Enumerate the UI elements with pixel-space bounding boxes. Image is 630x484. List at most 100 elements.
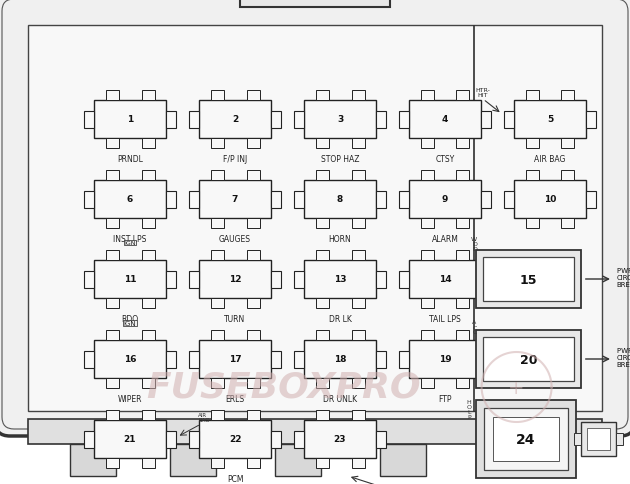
Bar <box>210 91 224 101</box>
Text: 24: 24 <box>516 432 535 446</box>
Bar <box>561 171 575 181</box>
FancyBboxPatch shape <box>2 0 628 429</box>
Text: 20: 20 <box>520 353 537 366</box>
Bar <box>525 219 539 228</box>
Text: GAUGES: GAUGES <box>219 235 251 243</box>
Bar <box>493 417 559 461</box>
Text: 14: 14 <box>438 275 451 284</box>
Bar <box>352 251 365 260</box>
Text: HORN: HORN <box>329 235 352 243</box>
Bar <box>210 410 224 420</box>
Bar <box>352 330 365 340</box>
Bar <box>189 431 199 448</box>
Bar <box>484 408 568 470</box>
Bar <box>166 351 176 368</box>
Bar <box>142 410 154 420</box>
Bar <box>409 260 481 298</box>
Text: INST LPS: INST LPS <box>113 235 147 243</box>
Bar <box>352 458 365 468</box>
Text: 9: 9 <box>442 195 448 204</box>
Text: 22: 22 <box>229 435 241 443</box>
Text: 4: 4 <box>442 115 448 124</box>
Bar <box>457 330 469 340</box>
Text: +: + <box>508 378 525 397</box>
Bar <box>457 139 469 149</box>
Bar <box>420 139 433 149</box>
Bar <box>105 458 118 468</box>
Text: FUSEBOXPRO: FUSEBOXPRO <box>146 370 421 404</box>
Bar <box>304 181 376 219</box>
Bar <box>352 378 365 388</box>
Bar <box>210 171 224 181</box>
Bar <box>525 171 539 181</box>
Bar <box>189 271 199 288</box>
Text: 11: 11 <box>123 275 136 284</box>
Bar <box>481 351 491 368</box>
Bar <box>199 420 271 458</box>
Bar <box>105 330 118 340</box>
Bar <box>376 431 386 448</box>
Bar <box>476 400 576 478</box>
Bar <box>376 191 386 208</box>
Bar <box>199 101 271 139</box>
Bar <box>271 271 281 288</box>
Bar <box>28 26 602 411</box>
Bar <box>399 111 409 128</box>
Bar <box>399 271 409 288</box>
Text: A
C
C: A C C <box>472 320 476 335</box>
Bar <box>199 181 271 219</box>
Bar <box>420 219 433 228</box>
Text: IGN: IGN <box>123 320 136 326</box>
Bar <box>409 181 481 219</box>
Bar <box>210 330 224 340</box>
Text: ALARM: ALARM <box>432 235 459 243</box>
Text: PRNDL: PRNDL <box>117 155 143 164</box>
Text: DR LK: DR LK <box>329 314 352 323</box>
Text: HTR-
HIT: HTR- HIT <box>476 88 490 98</box>
Text: STOP HAZ: STOP HAZ <box>321 155 359 164</box>
Bar <box>166 431 176 448</box>
Text: 3: 3 <box>337 115 343 124</box>
Text: 23: 23 <box>334 435 347 443</box>
Bar <box>316 410 328 420</box>
Bar <box>304 260 376 298</box>
Bar <box>294 191 304 208</box>
Bar <box>84 191 94 208</box>
Bar <box>352 91 365 101</box>
Bar <box>457 378 469 388</box>
Bar <box>481 271 491 288</box>
Bar <box>271 431 281 448</box>
Bar <box>304 340 376 378</box>
Bar <box>166 111 176 128</box>
Bar <box>84 111 94 128</box>
Text: 12: 12 <box>229 275 241 284</box>
Bar <box>189 191 199 208</box>
Bar <box>271 191 281 208</box>
Bar <box>514 101 586 139</box>
Bar <box>525 91 539 101</box>
Bar <box>525 139 539 149</box>
Text: 2: 2 <box>232 115 238 124</box>
Bar <box>294 271 304 288</box>
Bar <box>142 171 154 181</box>
Bar <box>352 410 365 420</box>
Bar <box>166 191 176 208</box>
Bar <box>581 422 616 456</box>
Bar <box>170 444 216 476</box>
Bar <box>105 219 118 228</box>
Bar <box>504 111 514 128</box>
Bar <box>514 181 586 219</box>
Bar <box>246 458 260 468</box>
Text: 5: 5 <box>547 115 553 124</box>
Bar <box>420 378 433 388</box>
Text: AIR BAG: AIR BAG <box>534 155 566 164</box>
Text: 6: 6 <box>127 195 133 204</box>
Text: 16: 16 <box>123 355 136 364</box>
Bar <box>473 26 474 411</box>
Bar <box>586 191 596 208</box>
Bar <box>352 139 365 149</box>
Bar <box>457 171 469 181</box>
Bar <box>199 340 271 378</box>
Bar <box>94 340 166 378</box>
Text: 21: 21 <box>123 435 136 443</box>
